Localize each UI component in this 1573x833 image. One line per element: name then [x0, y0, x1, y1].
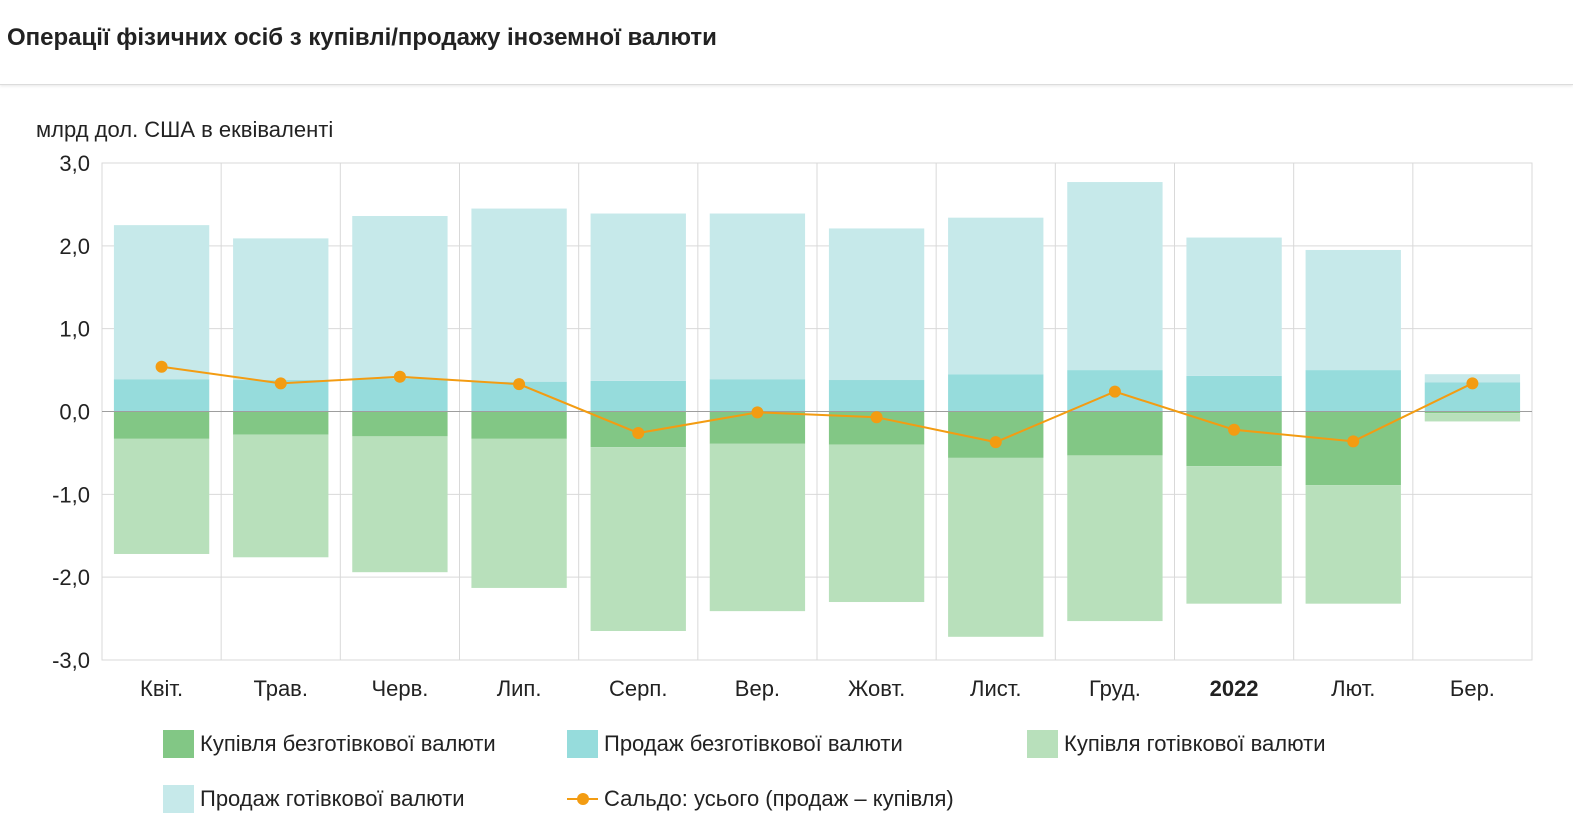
balance-point [632, 427, 645, 440]
y-axis-label: млрд дол. США в еквіваленті [36, 117, 334, 142]
bar-segment [233, 238, 329, 381]
bar-segment [948, 217, 1044, 375]
balance-point [155, 360, 168, 373]
bar-segment [1067, 411, 1163, 456]
bar-segment [1305, 411, 1401, 486]
y-tick-label: -2,0 [52, 565, 90, 590]
bar-segment [471, 208, 567, 382]
bar-segment [709, 213, 806, 380]
balance-line [161, 365, 1473, 444]
bar-segment [113, 379, 210, 412]
x-tick-label: Черв. [371, 676, 428, 701]
page-title: Операції фізичних осіб з купівлі/продажу… [7, 24, 717, 51]
bar-segment [590, 213, 686, 381]
x-tick-label: Трав. [254, 676, 308, 701]
y-tick-label: 3,0 [59, 151, 90, 176]
balance-point [1228, 423, 1241, 436]
x-tick-label: Серп. [609, 676, 667, 701]
bar-segment [1305, 249, 1401, 371]
bar-segment [948, 457, 1044, 637]
bar-segment [471, 411, 567, 439]
bar-segment [1186, 466, 1282, 604]
bar-segment [590, 380, 686, 412]
x-tick-label: Квіт. [140, 676, 183, 701]
bar-segment [1424, 413, 1521, 422]
bar-segment [352, 411, 448, 437]
x-tick-label: Вер. [735, 676, 780, 701]
bar-segment [709, 379, 806, 412]
chart-header: Операції фізичних осіб з купівлі/продажу… [0, 0, 1573, 85]
x-tick-label: Лип. [497, 676, 542, 701]
bar-segment [113, 438, 210, 554]
y-tick-label: -1,0 [52, 482, 90, 507]
x-tick-label: Лют. [1331, 676, 1375, 701]
bar-segment [1186, 237, 1282, 376]
balance-point [1108, 385, 1121, 398]
bar-segment [471, 438, 567, 588]
balance-point [1466, 377, 1479, 390]
y-tick-label: 0,0 [59, 400, 90, 425]
bar-segment [1186, 375, 1282, 412]
x-tick-label: 2022 [1210, 676, 1259, 701]
bar-segment [1305, 485, 1401, 604]
bar-segment [590, 447, 686, 632]
bar-segment [1067, 455, 1163, 622]
balance-point [989, 436, 1002, 449]
bar-segment [233, 411, 329, 435]
balance-point [513, 378, 526, 391]
y-tick-label: 1,0 [59, 317, 90, 342]
bar-segment [828, 380, 925, 412]
balance-point [274, 377, 287, 390]
bar-segment [233, 434, 329, 558]
balance-point [751, 406, 764, 419]
x-tick-label: Жовт. [848, 676, 905, 701]
balance-point [393, 370, 406, 383]
bar-segment [352, 378, 448, 412]
x-tick-label: Бер. [1450, 676, 1495, 701]
bar-segment [948, 374, 1044, 412]
x-tick-label: Лист. [970, 676, 1021, 701]
bar-segment [1424, 411, 1521, 414]
balance-point [870, 411, 883, 424]
bar-segment [1305, 370, 1401, 412]
bar-segment [113, 411, 210, 439]
y-tick-label: 2,0 [59, 234, 90, 259]
bar-segment [828, 444, 925, 603]
balance-point [1347, 435, 1360, 448]
bar-segment [1067, 182, 1163, 371]
bar-segment [113, 225, 210, 380]
bar-segment [828, 228, 925, 381]
x-tick-label: Груд. [1089, 676, 1141, 701]
bar-segment [352, 216, 448, 379]
y-tick-label: -3,0 [52, 648, 90, 673]
bar-segment [709, 443, 806, 612]
bar-segment [352, 436, 448, 573]
